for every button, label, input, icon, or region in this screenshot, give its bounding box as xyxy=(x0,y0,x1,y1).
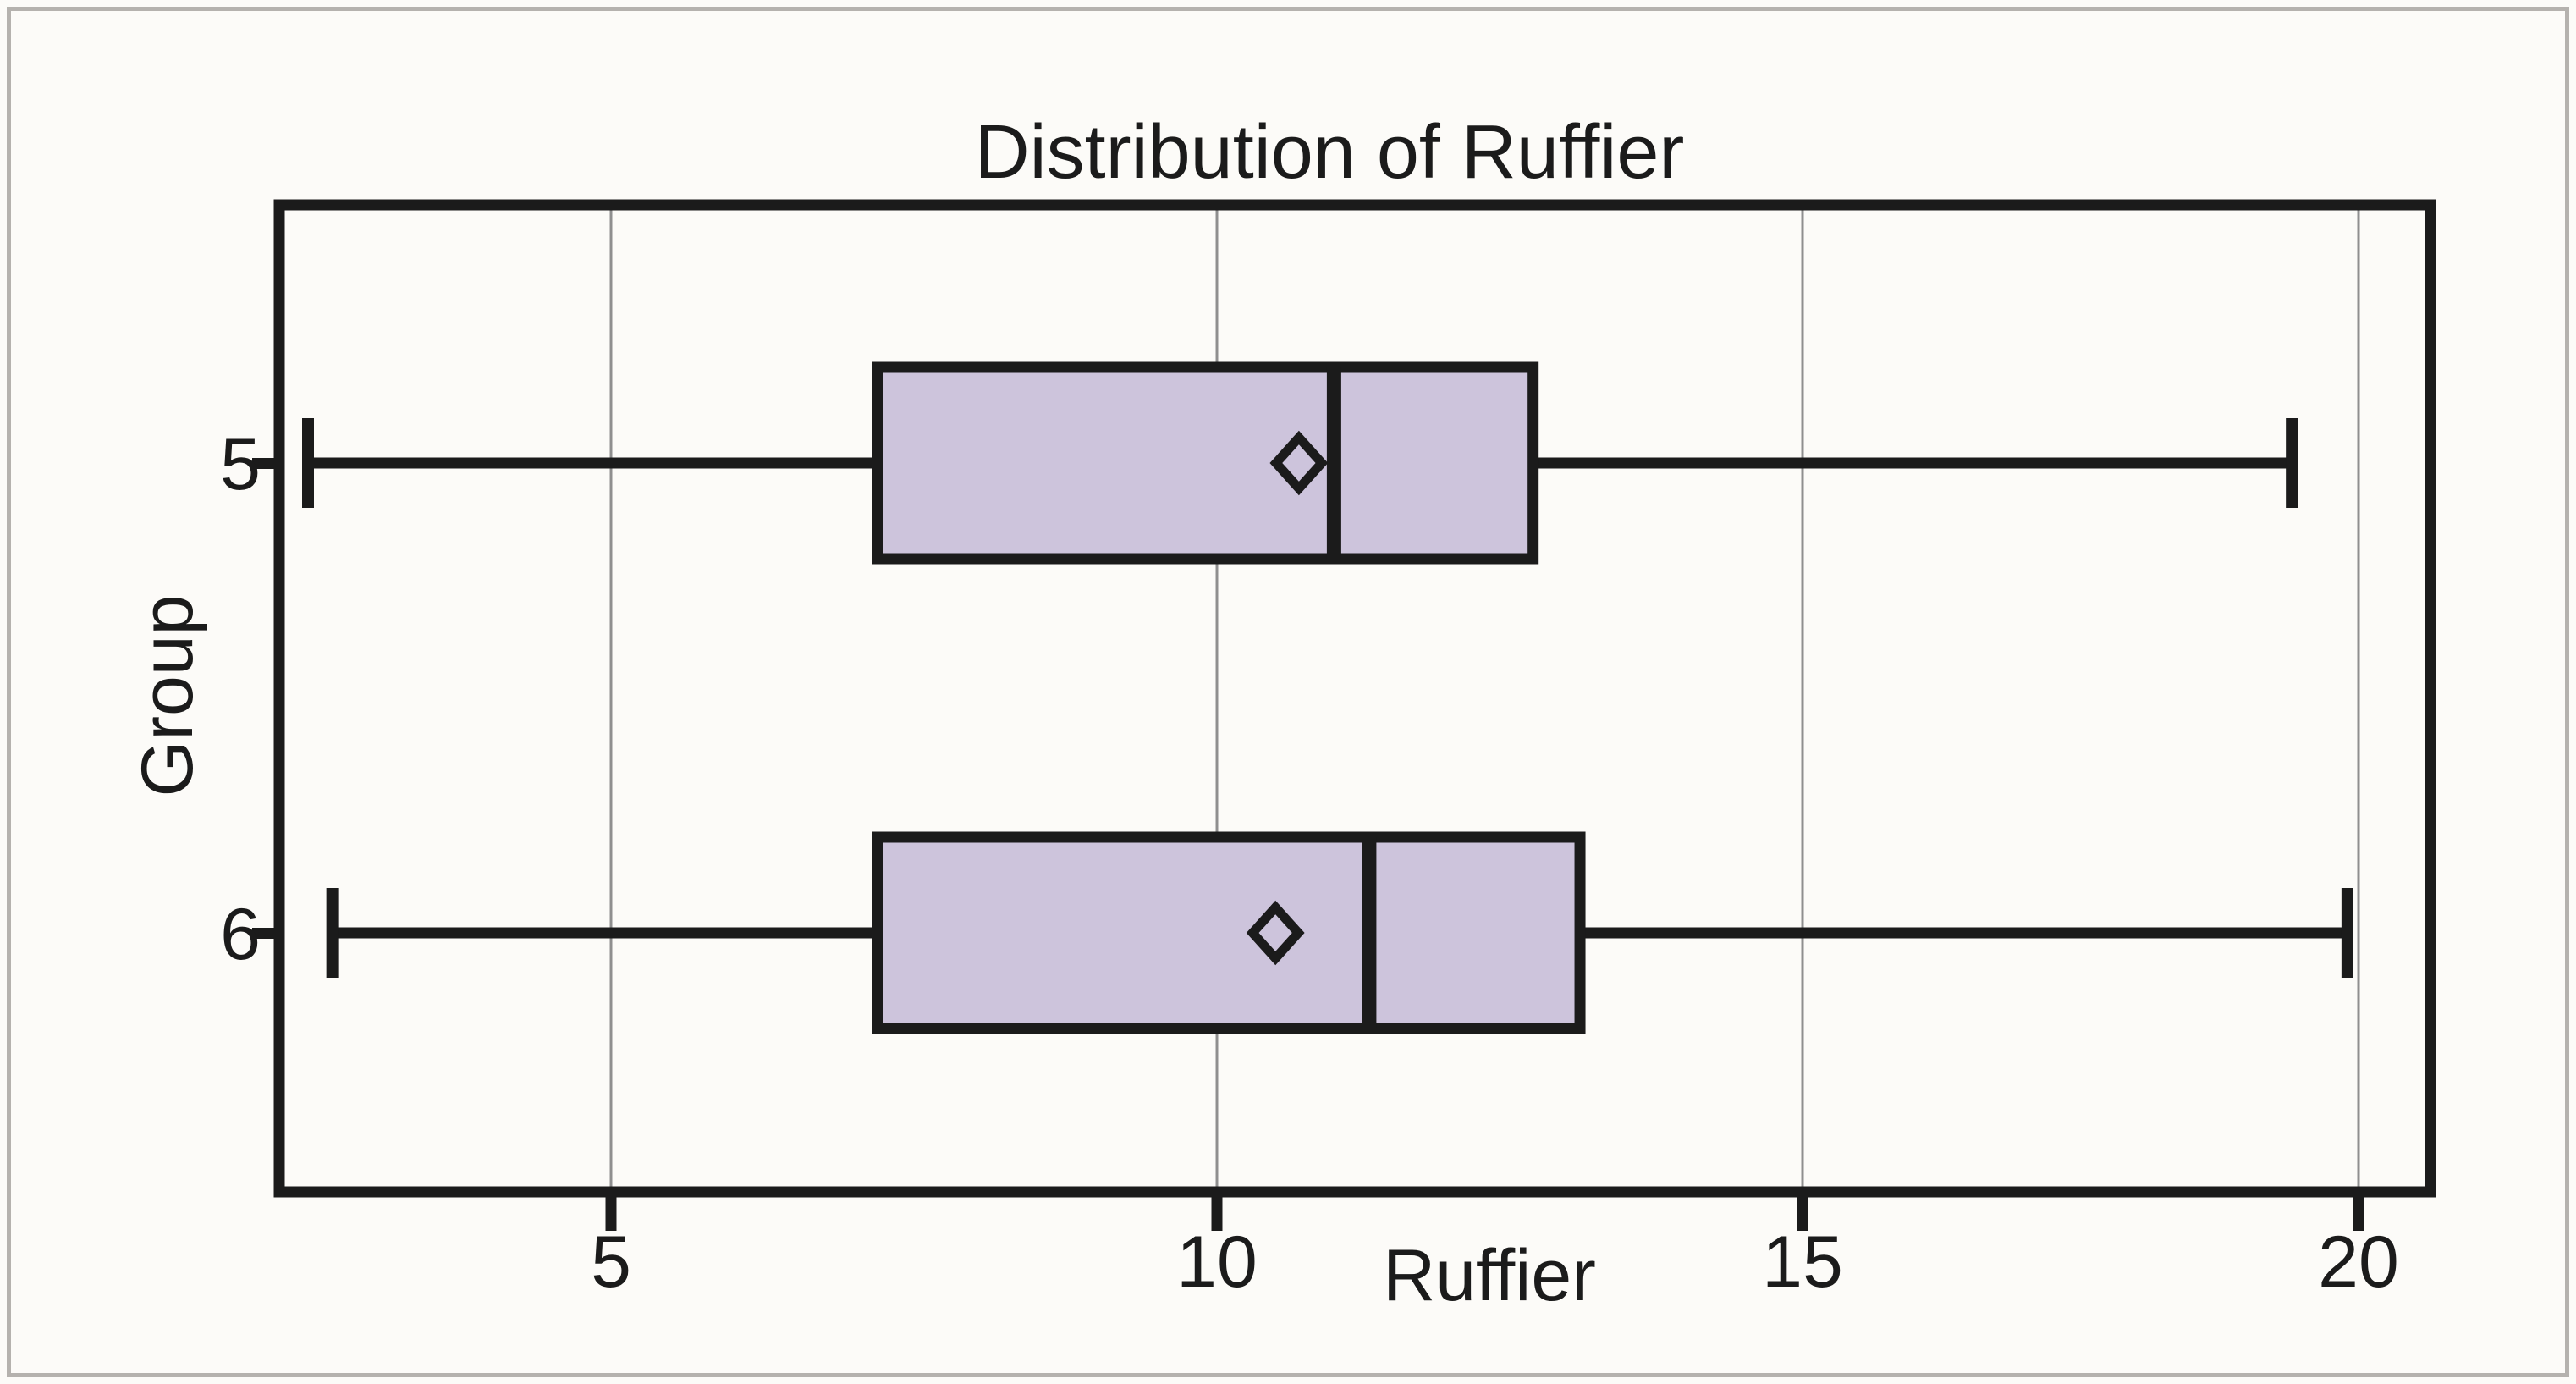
iqr-box xyxy=(872,831,1586,1034)
whisker-cap-max xyxy=(2286,418,2298,508)
whisker-cap-max xyxy=(2341,888,2353,978)
plot-border xyxy=(273,199,2436,1198)
chart-title: Distribution of Ruffier xyxy=(974,110,1685,195)
x-tick-label: 15 xyxy=(1762,1221,1843,1303)
x-tick-label: 10 xyxy=(1176,1221,1258,1303)
y-axis-label: Group xyxy=(127,594,208,797)
x-tick-label: 5 xyxy=(591,1221,631,1303)
iqr-box xyxy=(872,361,1539,565)
mean-diamond xyxy=(1269,430,1329,496)
x-tick-label: 20 xyxy=(2318,1221,2399,1303)
whisker-cap-min xyxy=(302,418,314,508)
x-axis-label: Ruffier xyxy=(1383,1235,1596,1316)
mean-diamond xyxy=(1246,900,1305,966)
boxplot-group-6 xyxy=(326,831,2353,1034)
x-tick-mark xyxy=(1211,1192,1223,1231)
boxplot-group-5 xyxy=(302,361,2298,565)
x-tick-mark xyxy=(2353,1192,2364,1231)
y-tick-label: 5 xyxy=(220,424,261,505)
whisker-cap-min xyxy=(326,888,339,978)
x-tick-mark xyxy=(605,1192,617,1231)
x-tick-mark xyxy=(1797,1192,1808,1231)
y-tick-label: 6 xyxy=(220,894,261,975)
